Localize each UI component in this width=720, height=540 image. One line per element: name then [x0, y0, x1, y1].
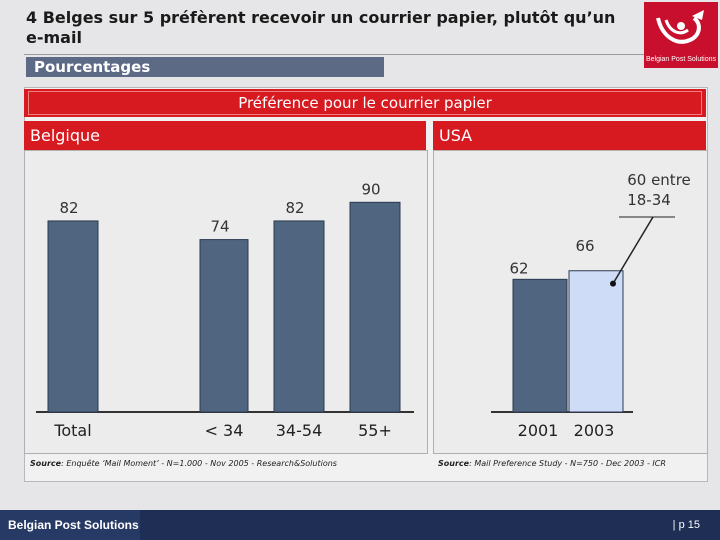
usa-value-label-1: 66: [575, 237, 594, 255]
belgium-category-label-2: 34-54: [276, 421, 323, 440]
banner-text: Préférence pour le courrier papier: [238, 94, 492, 112]
usa-bar-1: [568, 270, 624, 413]
belgium-category-label-3: 55+: [358, 421, 392, 440]
belgium-source-label: Source: [30, 459, 62, 468]
usa-annotation-line2: 18-34: [627, 191, 671, 209]
usa-annotation-pointer: [612, 216, 654, 284]
belgium-value-label-1: 74: [210, 218, 229, 236]
usa-category-label-0: 2001: [518, 421, 559, 440]
title-divider: [24, 54, 714, 55]
banner-inner-frame: [28, 91, 702, 115]
usa-header: USA: [433, 121, 706, 150]
logo-text: Belgian Post Solutions: [645, 56, 717, 63]
page-number: | p 15: [672, 519, 700, 531]
usa-chart: 62 2001 66 2003 60 entre 18-34: [491, 171, 691, 440]
belgium-category-label-1: < 34: [205, 421, 244, 440]
usa-source-text: : Mail Preference Study - N=750 - Dec 20…: [469, 459, 666, 468]
belgium-bar-3: [349, 201, 401, 413]
belgium-bar-0: [47, 220, 99, 413]
footer-brand: Belgian Post Solutions: [0, 510, 140, 540]
post-horn-icon: [656, 10, 704, 44]
footer-bar: Belgian Post Solutions | p 15: [0, 510, 720, 540]
belgium-value-label-0: 82: [59, 199, 78, 217]
belgium-value-label-2: 82: [285, 199, 304, 217]
units-bar: Pourcentages: [26, 57, 384, 77]
belgian-post-logo: Belgian Post Solutions: [644, 2, 718, 68]
belgium-source-text: : Enquête ‘Mail Moment’ - N=1.000 - Nov …: [61, 459, 337, 468]
usa-annotation-line1: 60 entre: [627, 171, 691, 189]
usa-category-label-1: 2003: [574, 421, 615, 440]
belgium-bar-1: [199, 239, 249, 413]
slide-title: 4 Belges sur 5 préfèrent recevoir un cou…: [26, 8, 616, 47]
belgium-bar-2: [273, 220, 325, 413]
belgium-chart: 82 Total 74 < 34 82 34-54 90 55+: [36, 180, 414, 440]
usa-annotation-dot: [610, 280, 616, 287]
usa-source-label: Source: [438, 459, 470, 468]
belgium-value-label-3: 90: [361, 180, 380, 198]
belgium-category-label-0: Total: [53, 421, 91, 440]
belgium-source: Source: Enquête ‘Mail Moment’ - N=1.000 …: [30, 459, 337, 468]
belgium-header: Belgique: [24, 121, 426, 150]
chart-banner: Préférence pour le courrier papier: [24, 89, 706, 117]
usa-value-label-0: 62: [509, 259, 528, 277]
usa-bar-0: [512, 278, 568, 413]
usa-source: Source: Mail Preference Study - N=750 - …: [438, 459, 666, 468]
